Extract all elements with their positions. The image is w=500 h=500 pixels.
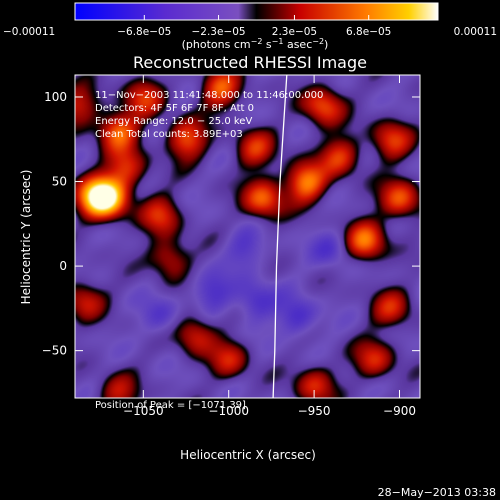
- solar-limb-line: [272, 75, 288, 398]
- annotation-time-range: 11−Nov−2003 11:41:48.000 to 11:46:00.000: [95, 90, 323, 101]
- y-tick-label: 0: [59, 259, 67, 273]
- x-tick-label: −950: [298, 404, 331, 418]
- colorbar-tick-label: 0.00011: [454, 26, 497, 38]
- y-tick-label: 100: [44, 90, 67, 104]
- chart-title: Reconstructed RHESSI Image: [133, 53, 367, 72]
- heatmap-image: [75, 75, 420, 398]
- x-axis-ticks: −1050 −1000 −950 −900: [123, 75, 416, 418]
- x-tick-label: −900: [383, 404, 416, 418]
- x-axis-label: Heliocentric X (arcsec): [180, 448, 316, 462]
- colorbar-tick-label: −6.8e−05: [117, 26, 171, 38]
- footer-date: 28−May−2013 03:38: [378, 486, 496, 499]
- y-axis-label: Heliocentric Y (arcsec): [19, 170, 33, 305]
- x-tick-label: −1050: [123, 404, 164, 418]
- y-axis-ticks: −50 0 50 100: [42, 90, 420, 358]
- peak-position-label: Position of Peak = [−1071,39]: [95, 400, 246, 411]
- colorbar-tick-label: −2.3e−05: [191, 26, 245, 38]
- annotation-energy-range: Energy Range: 12.0 − 25.0 keV: [95, 116, 252, 127]
- plot-frame: [74, 74, 421, 399]
- y-tick-label: −50: [42, 344, 67, 358]
- y-tick-label: 50: [52, 175, 67, 189]
- colorbar-tick-label: −0.00011: [3, 26, 55, 38]
- colorbar-tick-label: 6.8e−05: [346, 26, 391, 38]
- annotations: 11−Nov−2003 11:41:48.000 to 11:46:00.000…: [95, 90, 323, 140]
- colorbar-unit-label: (photons cm−2 s−1 asec−2): [182, 37, 329, 51]
- colorbar-ticks: −0.00011 −6.8e−05 −2.3e−05 2.3e−05 6.8e−05 0.…: [3, 15, 497, 38]
- colorbar-tick-label: 2.3e−05: [272, 26, 317, 38]
- x-tick-label: −1000: [208, 404, 249, 418]
- annotation-total-counts: Clean Total counts: 3.89E+03: [95, 129, 243, 140]
- annotation-detectors: Detectors: 4F 5F 6F 7F 8F, Att 0: [95, 103, 254, 114]
- colorbar: [74, 2, 439, 21]
